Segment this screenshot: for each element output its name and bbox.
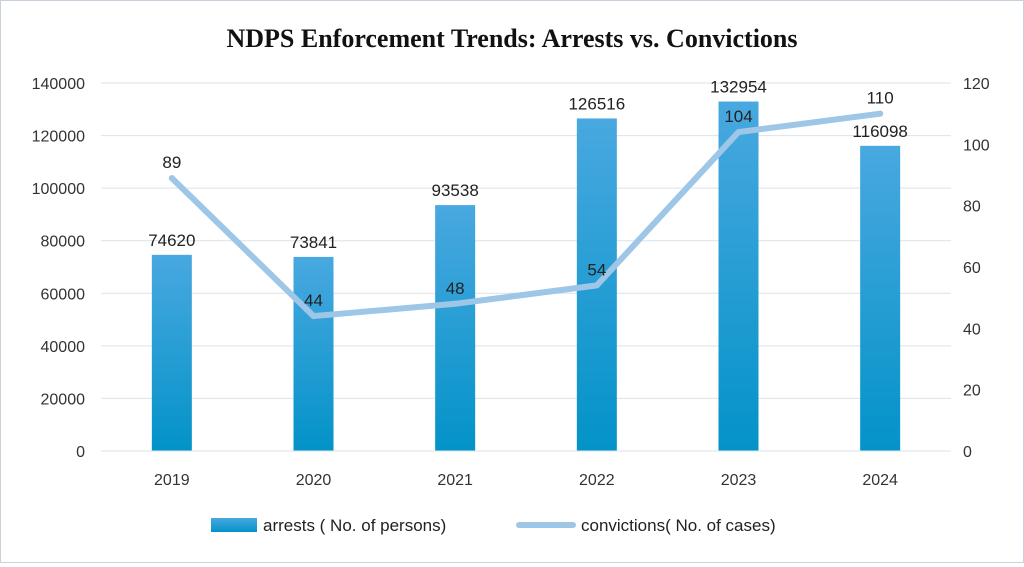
x-tick-label: 2021 [437, 472, 473, 489]
legend: arrests ( No. of persons) convictions( N… [211, 516, 776, 535]
right-tick-label: 0 [963, 444, 972, 461]
data-label-arrests: 132954 [710, 78, 767, 97]
left-tick-label: 80000 [41, 234, 86, 251]
point-convictions [310, 313, 317, 320]
data-label-convictions: 44 [304, 291, 323, 310]
convictions-series: 74620 73841 93538 126516 132954 116098 89 44 48 5… [148, 78, 908, 320]
right-tick-label: 120 [963, 76, 990, 93]
left-tick-label: 60000 [41, 286, 86, 303]
point-convictions [593, 282, 600, 289]
right-tick-label: 80 [963, 199, 981, 216]
data-label-arrests: 74620 [148, 231, 195, 250]
left-tick-label: 120000 [32, 129, 85, 146]
left-tick-label: 100000 [32, 181, 85, 198]
data-label-arrests: 126516 [568, 94, 625, 113]
legend-swatch-arrests [211, 518, 257, 532]
right-axis: 0 20 40 60 80 100 120 [963, 76, 990, 461]
data-label-arrests: 116098 [852, 122, 907, 141]
x-tick-label: 2019 [154, 472, 190, 489]
right-tick-label: 60 [963, 260, 981, 277]
data-label-convictions: 89 [162, 153, 181, 172]
gridlines [101, 82, 951, 452]
data-label-arrests: 73841 [290, 233, 337, 252]
data-label-convictions: 110 [867, 89, 894, 108]
right-tick-label: 20 [963, 383, 981, 400]
data-label-arrests: 93538 [432, 181, 479, 200]
data-label-convictions: 54 [587, 260, 606, 279]
left-tick-label: 20000 [41, 391, 86, 408]
x-tick-label: 2023 [721, 472, 757, 489]
bar-arrests [151, 254, 192, 451]
x-tick-label: 2022 [579, 472, 615, 489]
right-tick-label: 40 [963, 321, 981, 338]
x-tick-label: 2024 [862, 472, 898, 489]
left-tick-label: 40000 [41, 339, 86, 356]
left-tick-label: 0 [76, 444, 85, 461]
point-convictions [877, 110, 884, 117]
chart-title: NDPS Enforcement Trends: Arrests vs. Con… [226, 24, 797, 53]
data-label-convictions: 104 [724, 107, 752, 126]
legend-label-arrests: arrests ( No. of persons) [263, 516, 446, 535]
right-tick-label: 100 [963, 137, 990, 154]
bar-arrests [293, 256, 334, 451]
bar-arrests [435, 205, 476, 451]
legend-label-convictions: convictions( No. of cases) [581, 516, 776, 535]
left-tick-label: 140000 [32, 76, 85, 93]
x-axis: 2019 2020 2021 2022 2023 2024 [101, 450, 951, 489]
left-axis: 0 20000 40000 60000 80000 100000 120000 140000 [32, 76, 85, 461]
point-convictions [168, 175, 175, 182]
point-convictions [735, 129, 742, 136]
bar-arrests [718, 101, 759, 452]
point-convictions [452, 300, 459, 307]
line-convictions [168, 110, 884, 320]
bar-arrests [860, 145, 901, 451]
x-tick-label: 2020 [296, 472, 332, 489]
data-label-convictions: 48 [446, 279, 465, 298]
